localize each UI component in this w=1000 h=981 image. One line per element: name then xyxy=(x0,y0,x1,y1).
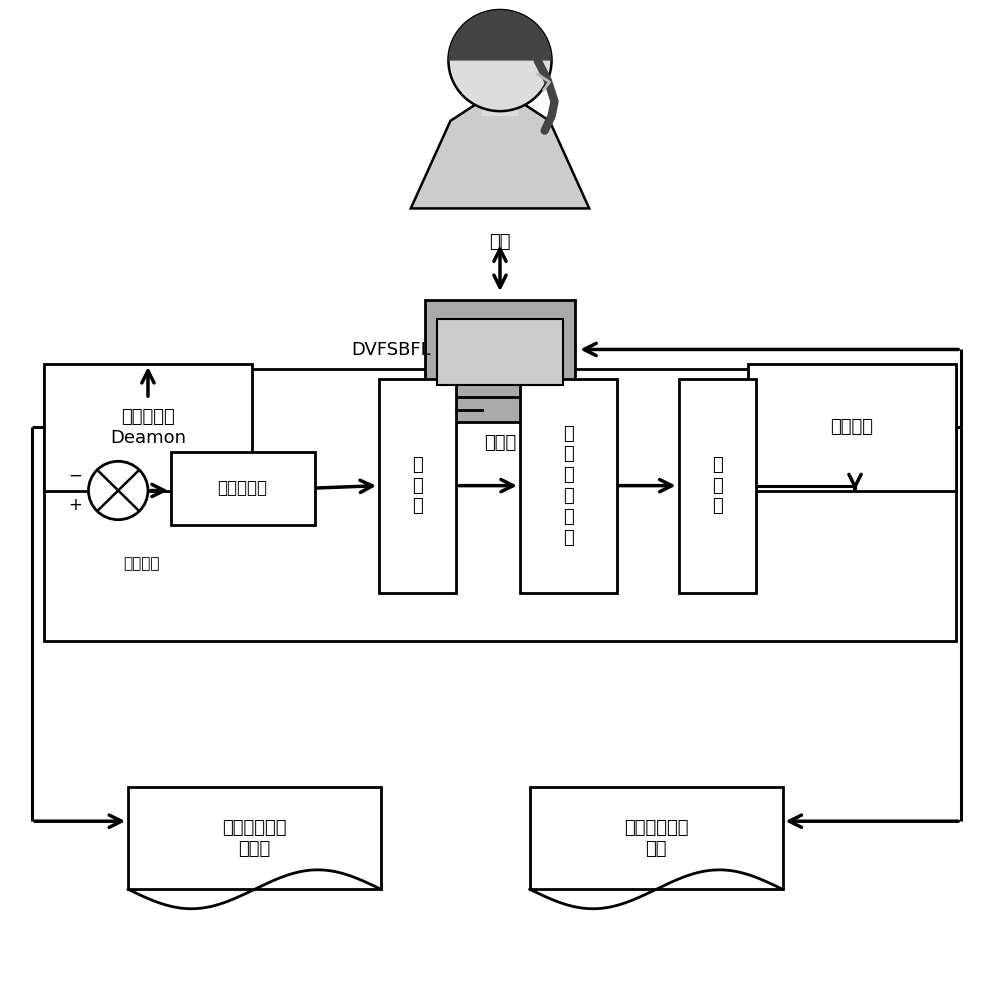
Text: 计算机: 计算机 xyxy=(484,434,516,452)
Text: DVFSBFL: DVFSBFL xyxy=(351,341,431,359)
FancyBboxPatch shape xyxy=(450,397,550,423)
Text: 用户: 用户 xyxy=(489,232,511,251)
FancyBboxPatch shape xyxy=(679,379,756,593)
FancyBboxPatch shape xyxy=(128,787,381,890)
Text: 用户满意度
Deamon: 用户满意度 Deamon xyxy=(110,408,186,446)
Text: 模
糊
控
制
规
则: 模 糊 控 制 规 则 xyxy=(563,425,574,546)
FancyBboxPatch shape xyxy=(379,379,456,593)
Text: 期望性能: 期望性能 xyxy=(123,556,160,572)
Text: 电压调整: 电压调整 xyxy=(831,418,874,437)
FancyBboxPatch shape xyxy=(171,451,315,525)
FancyBboxPatch shape xyxy=(437,319,563,386)
Text: 精
确
化: 精 确 化 xyxy=(712,456,723,515)
FancyBboxPatch shape xyxy=(44,369,956,642)
Text: 用户满意度统
计结果: 用户满意度统 计结果 xyxy=(222,819,287,857)
Text: 设备功耗统计
结果: 设备功耗统计 结果 xyxy=(624,819,688,857)
FancyBboxPatch shape xyxy=(530,787,783,890)
Text: 模
糊
化: 模 糊 化 xyxy=(412,456,423,515)
Polygon shape xyxy=(411,101,589,208)
FancyBboxPatch shape xyxy=(44,364,252,490)
Text: −: − xyxy=(69,467,83,485)
Text: +: + xyxy=(69,496,83,514)
Circle shape xyxy=(88,461,148,520)
Text: 定义域映射: 定义域映射 xyxy=(218,479,268,497)
Polygon shape xyxy=(448,10,552,61)
FancyBboxPatch shape xyxy=(482,89,518,116)
FancyBboxPatch shape xyxy=(748,364,956,490)
FancyBboxPatch shape xyxy=(425,300,575,399)
Circle shape xyxy=(448,10,552,111)
FancyBboxPatch shape xyxy=(520,379,617,593)
